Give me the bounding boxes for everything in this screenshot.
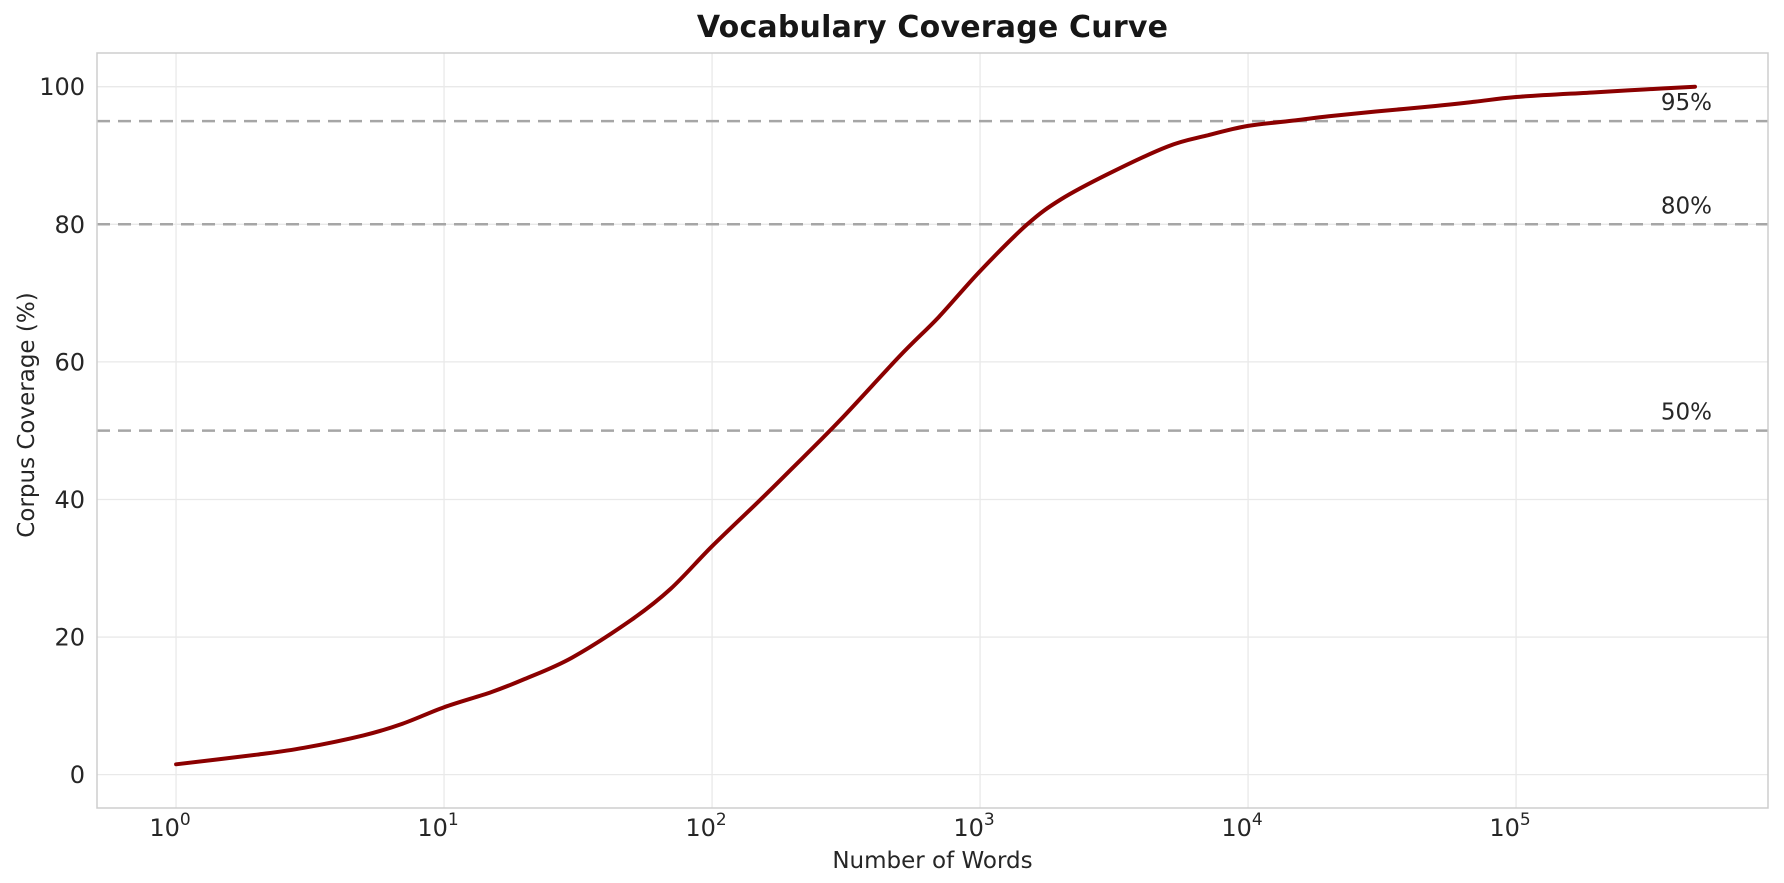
x-tick-label: 104: [1221, 810, 1262, 842]
y-tick-label: 20: [54, 624, 85, 652]
y-tick-label: 100: [39, 73, 85, 101]
y-axis-label: Corpus Coverage (%): [14, 292, 40, 538]
reference-line-label: 95%: [1661, 90, 1712, 116]
y-tick-label: 40: [54, 486, 85, 514]
x-tick-label: 102: [685, 810, 726, 842]
reference-line-label: 80%: [1661, 193, 1712, 219]
chart-title: Vocabulary Coverage Curve: [696, 10, 1169, 45]
x-tick-label: 101: [417, 810, 458, 842]
x-tick-label: 100: [149, 810, 190, 842]
x-tick-label: 103: [953, 810, 994, 842]
reference-line-label: 50%: [1661, 400, 1712, 426]
y-tick-label: 80: [54, 211, 85, 239]
x-tick-label: 105: [1489, 810, 1530, 842]
y-tick-label: 0: [70, 761, 85, 789]
plot-border: [96, 52, 1769, 809]
y-tick-label: 60: [54, 348, 85, 376]
x-axis-label: Number of Words: [832, 848, 1033, 874]
coverage-curve: [174, 84, 1697, 767]
